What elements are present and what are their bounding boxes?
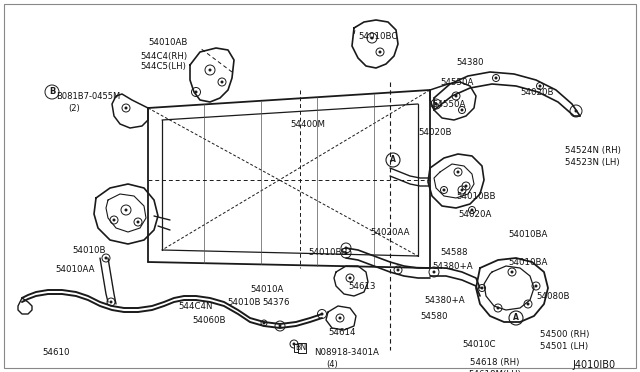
Text: 54010B: 54010B — [227, 298, 260, 307]
Circle shape — [109, 301, 113, 304]
Text: 54380+A: 54380+A — [424, 296, 465, 305]
Circle shape — [538, 84, 541, 87]
Text: (4): (4) — [326, 360, 338, 369]
Circle shape — [349, 276, 351, 279]
Circle shape — [221, 80, 223, 83]
Text: 54501 (LH): 54501 (LH) — [540, 342, 588, 351]
Circle shape — [344, 247, 348, 250]
Text: 544C4N: 544C4N — [178, 302, 212, 311]
Text: 54550A: 54550A — [432, 100, 465, 109]
Text: 54010BB: 54010BB — [308, 248, 348, 257]
Circle shape — [339, 317, 342, 320]
Text: B: B — [49, 87, 55, 96]
Circle shape — [113, 218, 115, 221]
Text: 54020A: 54020A — [458, 210, 492, 219]
Text: (2): (2) — [68, 104, 80, 113]
Circle shape — [497, 307, 499, 310]
Text: 54400M: 54400M — [290, 120, 325, 129]
Circle shape — [209, 68, 211, 71]
Circle shape — [321, 312, 323, 315]
Circle shape — [442, 189, 445, 192]
Text: 54010BB: 54010BB — [456, 192, 495, 201]
Text: 54380+A: 54380+A — [432, 262, 472, 271]
Text: J4010IB0: J4010IB0 — [572, 360, 615, 370]
Circle shape — [534, 285, 538, 288]
Circle shape — [511, 270, 513, 273]
Text: 54020AA: 54020AA — [370, 228, 410, 237]
Circle shape — [470, 208, 474, 212]
Text: 54010BA: 54010BA — [508, 230, 547, 239]
Text: 54618 (RH): 54618 (RH) — [470, 358, 520, 367]
Circle shape — [344, 251, 348, 254]
Circle shape — [461, 109, 463, 112]
Circle shape — [371, 36, 374, 39]
Text: 54618M(LH): 54618M(LH) — [468, 370, 521, 372]
Text: 54010BC: 54010BC — [358, 32, 397, 41]
Circle shape — [456, 170, 460, 173]
Text: B081B7-0455M: B081B7-0455M — [56, 92, 120, 101]
Text: 54010C: 54010C — [462, 340, 495, 349]
Text: 54020B: 54020B — [520, 88, 554, 97]
Text: 54500 (RH): 54500 (RH) — [540, 330, 589, 339]
Bar — [298, 343, 306, 353]
Circle shape — [136, 221, 140, 224]
Text: 54524N (RH): 54524N (RH) — [565, 146, 621, 155]
Text: 54588: 54588 — [440, 248, 467, 257]
Circle shape — [278, 324, 282, 327]
Text: 54010AA: 54010AA — [55, 265, 95, 274]
Text: 54010A: 54010A — [250, 285, 284, 294]
Circle shape — [454, 94, 458, 97]
Circle shape — [433, 270, 435, 273]
Text: 54613: 54613 — [348, 282, 376, 291]
Text: A: A — [513, 314, 519, 323]
Text: 54060B: 54060B — [192, 316, 225, 325]
Text: 544C4(RH): 544C4(RH) — [140, 52, 187, 61]
Text: 54580: 54580 — [420, 312, 447, 321]
Text: 54010BA: 54010BA — [508, 258, 547, 267]
Text: N08918-3401A: N08918-3401A — [314, 348, 379, 357]
Circle shape — [292, 343, 296, 346]
Text: 54610: 54610 — [42, 348, 70, 357]
Text: 54523N (LH): 54523N (LH) — [565, 158, 620, 167]
Circle shape — [575, 109, 577, 112]
Circle shape — [125, 208, 127, 212]
Circle shape — [397, 269, 399, 272]
Text: 54614: 54614 — [328, 328, 355, 337]
Text: 544C5(LH): 544C5(LH) — [140, 62, 186, 71]
Bar — [294, 344, 301, 352]
Circle shape — [262, 321, 266, 324]
Circle shape — [495, 77, 497, 80]
Text: A: A — [390, 155, 396, 164]
Text: 54376: 54376 — [262, 298, 289, 307]
Text: 54010AB: 54010AB — [148, 38, 188, 47]
Circle shape — [527, 302, 529, 305]
Circle shape — [435, 103, 438, 106]
Circle shape — [378, 51, 381, 54]
Text: N: N — [299, 343, 305, 353]
Text: 54020B: 54020B — [418, 128, 451, 137]
Text: B: B — [296, 343, 301, 353]
Text: 54550A: 54550A — [440, 78, 474, 87]
Circle shape — [461, 189, 463, 192]
Text: 54380: 54380 — [456, 58, 483, 67]
Text: 54010B: 54010B — [72, 246, 106, 255]
Circle shape — [465, 185, 467, 187]
Text: 54080B: 54080B — [536, 292, 570, 301]
Circle shape — [104, 257, 108, 260]
Circle shape — [481, 286, 483, 289]
Circle shape — [125, 106, 127, 109]
Circle shape — [195, 90, 198, 93]
